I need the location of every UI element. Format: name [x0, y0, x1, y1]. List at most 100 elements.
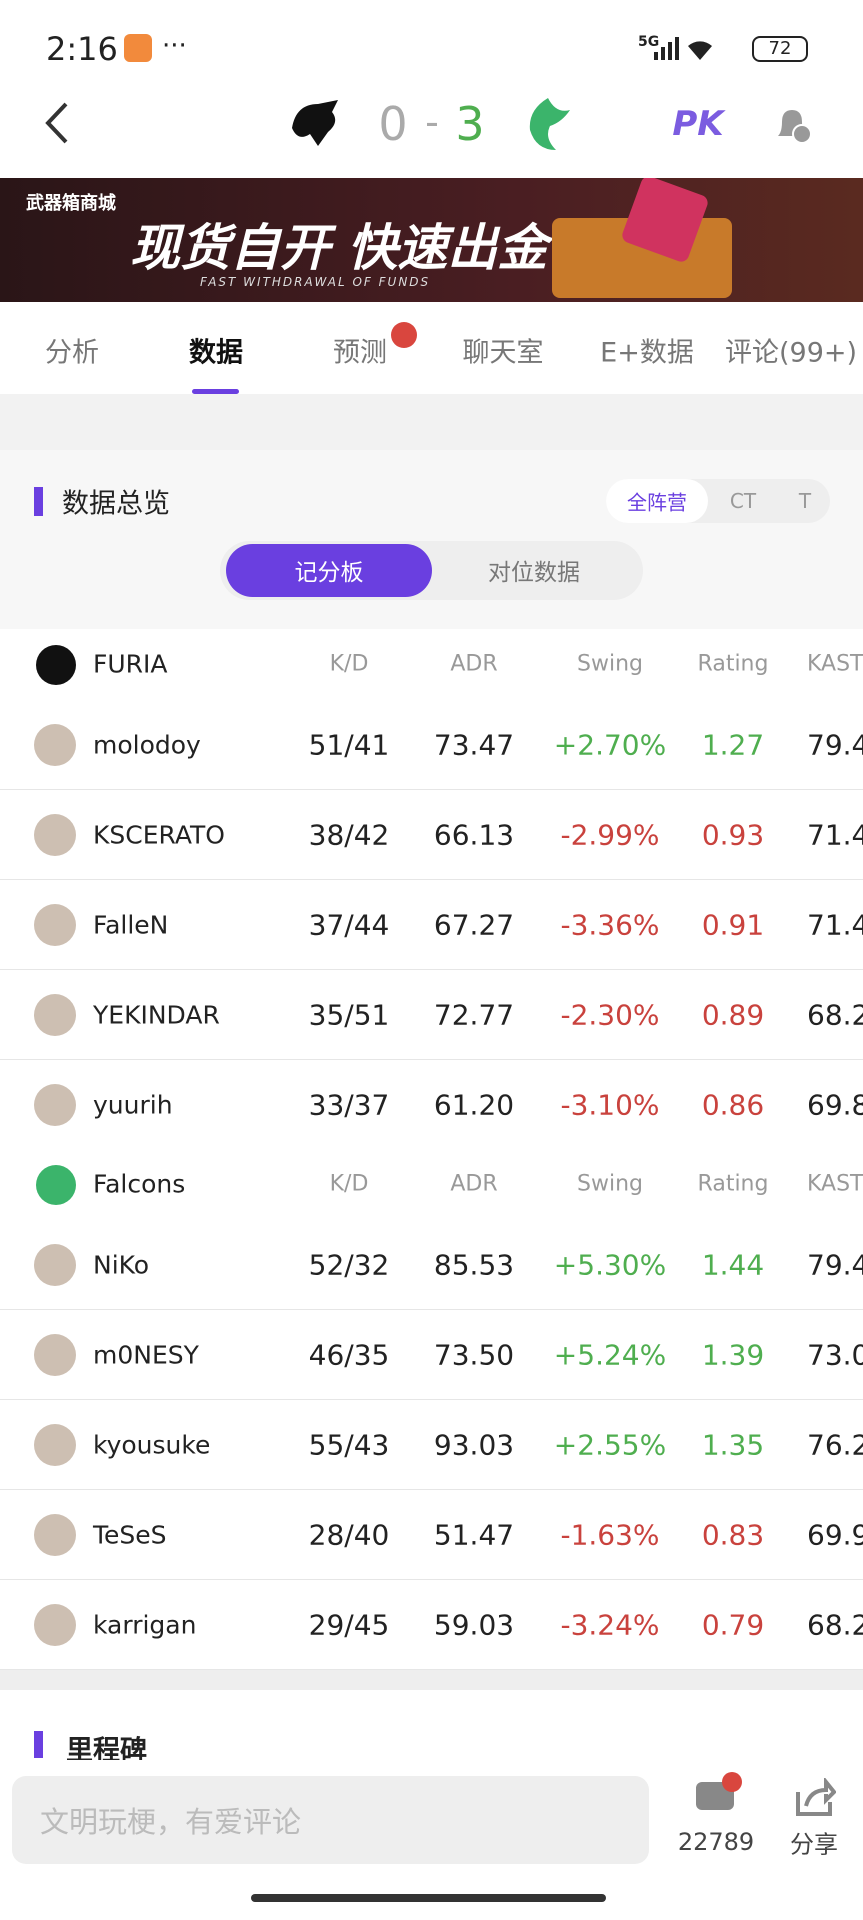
stat-swing: -1.63% — [560, 1518, 660, 1552]
player-name[interactable]: TeSeS — [93, 1520, 167, 1550]
network: 5G — [638, 34, 660, 50]
player-row — [0, 1310, 863, 1400]
player-name[interactable]: karrigan — [93, 1610, 197, 1640]
side-option[interactable]: CT — [729, 489, 757, 513]
player-row — [0, 970, 863, 1060]
stat-kd: 46/35 — [308, 1338, 390, 1372]
player-name[interactable]: KSCERATO — [93, 820, 225, 850]
stat-adr: 85.53 — [433, 1248, 515, 1282]
team-logo — [36, 1165, 76, 1205]
stat-swing: +2.55% — [553, 1428, 667, 1462]
stat-rating: 0.91 — [701, 908, 765, 942]
player-avatar — [34, 1604, 76, 1646]
banner-headline: 现货自开 快速出金 — [130, 219, 548, 277]
banner-subline: FAST WITHDRAWAL OF FUNDS — [200, 275, 431, 289]
stat-kd: 38/42 — [308, 818, 390, 852]
spacer — [0, 1669, 863, 1690]
player-name[interactable]: molodoy — [93, 730, 201, 760]
stat-kd: 29/45 — [308, 1608, 390, 1642]
team-logo — [36, 645, 76, 685]
player-avatar — [34, 1244, 76, 1286]
player-row — [0, 790, 863, 880]
side-option[interactable]: 全阵营 — [627, 490, 687, 515]
stat-kd: 33/37 — [308, 1088, 390, 1122]
stat-rating: 0.79 — [701, 1608, 765, 1642]
stat-adr: 93.03 — [433, 1428, 515, 1462]
column-header: Rating — [697, 1171, 769, 1197]
stat-kd: 37/44 — [308, 908, 390, 942]
stat-rating: 0.83 — [701, 1518, 765, 1552]
stat-kd: 35/51 — [308, 998, 390, 1032]
player-avatar — [34, 994, 76, 1036]
comment-input[interactable]: 文明玩梗，有爱评论 — [12, 1776, 649, 1864]
home-indicator — [251, 1894, 606, 1902]
player-row — [0, 1490, 863, 1580]
player-avatar — [34, 724, 76, 766]
stat-adr: 59.03 — [433, 1608, 515, 1642]
player-avatar — [34, 1514, 76, 1556]
tab[interactable]: 预测 — [333, 337, 387, 369]
battery: 72 — [752, 36, 808, 62]
app-icon — [124, 34, 152, 62]
share-icon[interactable] — [794, 1778, 836, 1818]
player-name[interactable]: m0NESY — [93, 1340, 199, 1370]
title-marker — [34, 487, 43, 516]
stat-kd: 55/43 — [308, 1428, 390, 1462]
player-avatar — [34, 814, 76, 856]
tab-indicator — [192, 389, 239, 394]
comment-icon[interactable] — [694, 1772, 742, 1818]
column-header: Rating — [697, 651, 769, 677]
team-name: Falcons — [93, 1169, 186, 1199]
stat-kd: 52/32 — [308, 1248, 390, 1282]
stat-kast: 68.2% — [807, 998, 863, 1032]
player-name[interactable]: NiKo — [93, 1250, 150, 1280]
tab[interactable]: 数据 — [189, 337, 243, 369]
score-separator: - — [425, 100, 439, 144]
player-name[interactable]: yuurih — [93, 1090, 173, 1120]
view-selected — [226, 544, 432, 597]
stat-rating: 1.39 — [701, 1338, 765, 1372]
side-option[interactable]: T — [798, 489, 812, 513]
stat-adr: 67.27 — [433, 908, 515, 942]
player-name[interactable]: FalleN — [93, 910, 169, 940]
overview-title: 数据总览 — [62, 488, 170, 520]
stat-swing: -2.99% — [560, 818, 660, 852]
team-header — [0, 629, 863, 700]
tab[interactable]: 聊天室 — [462, 337, 544, 369]
view-option[interactable]: 记分板 — [294, 560, 364, 586]
player-avatar — [34, 1334, 76, 1376]
stat-swing: +5.30% — [553, 1248, 667, 1282]
player-row — [0, 1400, 863, 1490]
stat-swing: -3.10% — [560, 1088, 660, 1122]
falcons-logo — [529, 98, 570, 150]
banner[interactable]: 武器箱商城 现货自开 快速出金 FAST WITHDRAWAL OF FUNDS — [0, 178, 863, 302]
tab[interactable]: 分析 — [45, 337, 99, 369]
player-name[interactable]: YEKINDAR — [93, 1000, 220, 1030]
stat-rating: 1.27 — [701, 728, 765, 762]
player-row — [0, 1580, 863, 1670]
status-icons — [654, 37, 712, 60]
comment-count: 22789 — [677, 1828, 755, 1856]
column-header: ADR — [450, 651, 498, 677]
player-name[interactable]: kyousuke — [93, 1430, 211, 1460]
hot-badge — [391, 322, 417, 348]
stat-kd: 51/41 — [308, 728, 390, 762]
time: 2:16 — [46, 30, 118, 68]
back-button[interactable] — [40, 100, 74, 146]
player-avatar — [34, 1084, 76, 1126]
tab[interactable]: 评论(99+) — [724, 337, 858, 369]
stat-swing: +5.24% — [553, 1338, 667, 1372]
more-dots: ··· — [162, 31, 187, 61]
stat-kast: 76.2% — [807, 1428, 863, 1462]
stat-kast: 69.9% — [807, 1518, 863, 1552]
view-option[interactable]: 对位数据 — [488, 560, 580, 586]
stat-swing: -3.24% — [560, 1608, 660, 1642]
title-marker — [34, 1731, 43, 1758]
pk-button[interactable]: PK — [672, 104, 724, 144]
stat-rating: 0.86 — [701, 1088, 765, 1122]
tab[interactable]: E+数据 — [600, 337, 694, 369]
team-name: FURIA — [93, 649, 168, 679]
bell-button[interactable] — [772, 104, 814, 146]
away-score: 3 — [455, 97, 485, 151]
spacer — [0, 394, 863, 450]
